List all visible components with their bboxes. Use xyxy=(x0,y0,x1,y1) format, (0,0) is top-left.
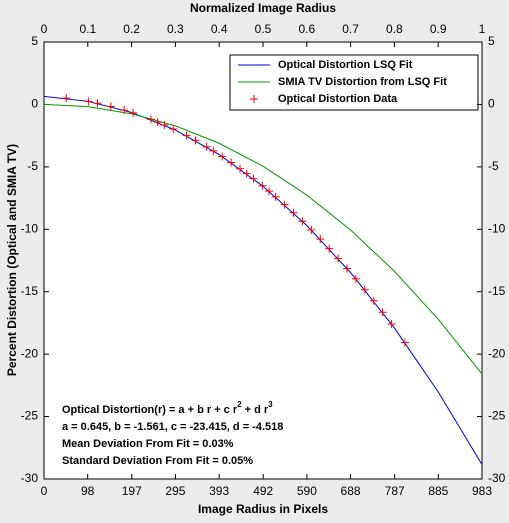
x2-tick-label: 1 xyxy=(479,22,486,36)
x-tick-label: 0 xyxy=(41,484,48,498)
legend-box xyxy=(229,54,479,111)
x-axis-label: Image Radius in Pixels xyxy=(198,502,328,516)
x2-tick-label: 0.7 xyxy=(342,22,359,36)
formula-part: Optical Distortion(r) = a + b r + c r xyxy=(62,404,238,416)
data-point xyxy=(400,338,409,347)
data-point xyxy=(316,235,325,244)
y-tick-label: -10 xyxy=(21,221,39,235)
y-tick-label: -5 xyxy=(27,159,38,173)
data-point xyxy=(387,320,396,329)
data-point xyxy=(191,136,200,145)
y-tick-label: 0 xyxy=(31,97,38,111)
data-point xyxy=(182,131,191,140)
data-point xyxy=(84,97,93,106)
data-point xyxy=(218,152,227,161)
formula-part: + d r xyxy=(242,404,269,416)
y2-tick-label: 0 xyxy=(488,97,495,111)
plot-area xyxy=(43,41,483,480)
data-point xyxy=(202,142,211,151)
legend-marker xyxy=(250,95,258,103)
data-point xyxy=(378,308,387,317)
x-tick-label: 787 xyxy=(385,484,405,498)
legend-label: Optical Distortion LSQ Fit xyxy=(278,59,413,71)
legend-label: SMIA TV Distortion from LSQ Fit xyxy=(278,76,447,88)
y2-tick-label: -30 xyxy=(488,471,506,485)
y2-tick-label: 5 xyxy=(488,34,495,48)
y-tick-label: -30 xyxy=(21,471,39,485)
data-point xyxy=(360,285,369,294)
data-point xyxy=(351,274,360,283)
data-point xyxy=(249,174,258,183)
x2-tick-label: 0.1 xyxy=(79,22,96,36)
data-point xyxy=(280,200,289,209)
y-tick-label: -20 xyxy=(21,346,39,360)
x2-tick-label: 0.6 xyxy=(298,22,315,36)
data-point xyxy=(120,106,129,115)
data-point xyxy=(146,115,155,124)
x-tick-label: 688 xyxy=(341,484,361,498)
x-tick-label: 295 xyxy=(165,484,185,498)
data-point xyxy=(106,102,115,111)
y-tick-label: -25 xyxy=(21,409,39,423)
data-point xyxy=(129,108,138,117)
legend-label: Optical Distortion Data xyxy=(278,93,398,105)
y-tick-label: 5 xyxy=(31,34,38,48)
x2-tick-label: 0.8 xyxy=(386,22,403,36)
formula-sup: 3 xyxy=(268,400,273,409)
x2-tick-label: 0.9 xyxy=(430,22,447,36)
y2-tick-label: -20 xyxy=(488,346,506,360)
y-tick-label: -15 xyxy=(21,284,39,298)
data-point xyxy=(242,169,251,178)
formula: Optical Distortion(r) = a + b r + c r2 +… xyxy=(62,400,273,416)
data-point xyxy=(227,158,236,167)
x-tick-label: 983 xyxy=(472,484,492,498)
annotation: Mean Deviation From Fit = 0.03% xyxy=(62,438,234,450)
annotation: Standard Deviation From Fit = 0.05% xyxy=(62,455,253,467)
x-tick-label: 885 xyxy=(428,484,448,498)
y2-tick-label: -15 xyxy=(488,284,506,298)
y2-tick-label: -5 xyxy=(488,159,499,173)
data-point xyxy=(334,254,343,263)
data-point xyxy=(93,99,102,108)
data-point xyxy=(153,118,162,127)
data-point xyxy=(160,120,169,129)
series-line xyxy=(43,103,483,375)
x2-tick-label: 0 xyxy=(41,22,48,36)
data-point xyxy=(236,164,245,173)
y2-tick-label: -25 xyxy=(488,409,506,423)
data-point xyxy=(369,296,378,305)
x-tick-label: 492 xyxy=(253,484,273,498)
data-point xyxy=(271,192,280,201)
data-point xyxy=(289,208,298,217)
chart-title: Normalized Image Radius xyxy=(190,1,336,15)
data-point xyxy=(258,181,267,190)
x-tick-label: 393 xyxy=(209,484,229,498)
x-tick-label: 590 xyxy=(297,484,317,498)
x-tick-label: 197 xyxy=(122,484,142,498)
annotation: a = 0.645, b = -1.561, c = -23.415, d = … xyxy=(62,421,283,433)
x2-tick-label: 0.4 xyxy=(211,22,228,36)
data-point xyxy=(62,94,71,103)
data-point xyxy=(265,187,274,196)
data-point xyxy=(209,146,218,155)
data-point xyxy=(307,226,316,235)
y2-tick-label: -10 xyxy=(488,221,506,235)
x-tick-label: 98 xyxy=(81,484,95,498)
x2-tick-label: 0.3 xyxy=(167,22,184,36)
data-point xyxy=(325,244,334,253)
series-line xyxy=(43,95,483,465)
data-point xyxy=(342,264,351,273)
data-point xyxy=(169,125,178,134)
x2-tick-label: 0.2 xyxy=(123,22,140,36)
data-point xyxy=(298,217,307,226)
y-axis-label: Percent Distortion (Optical and SMIA TV) xyxy=(5,144,19,376)
x2-tick-label: 0.5 xyxy=(255,22,272,36)
formula-sup: 2 xyxy=(237,400,242,409)
